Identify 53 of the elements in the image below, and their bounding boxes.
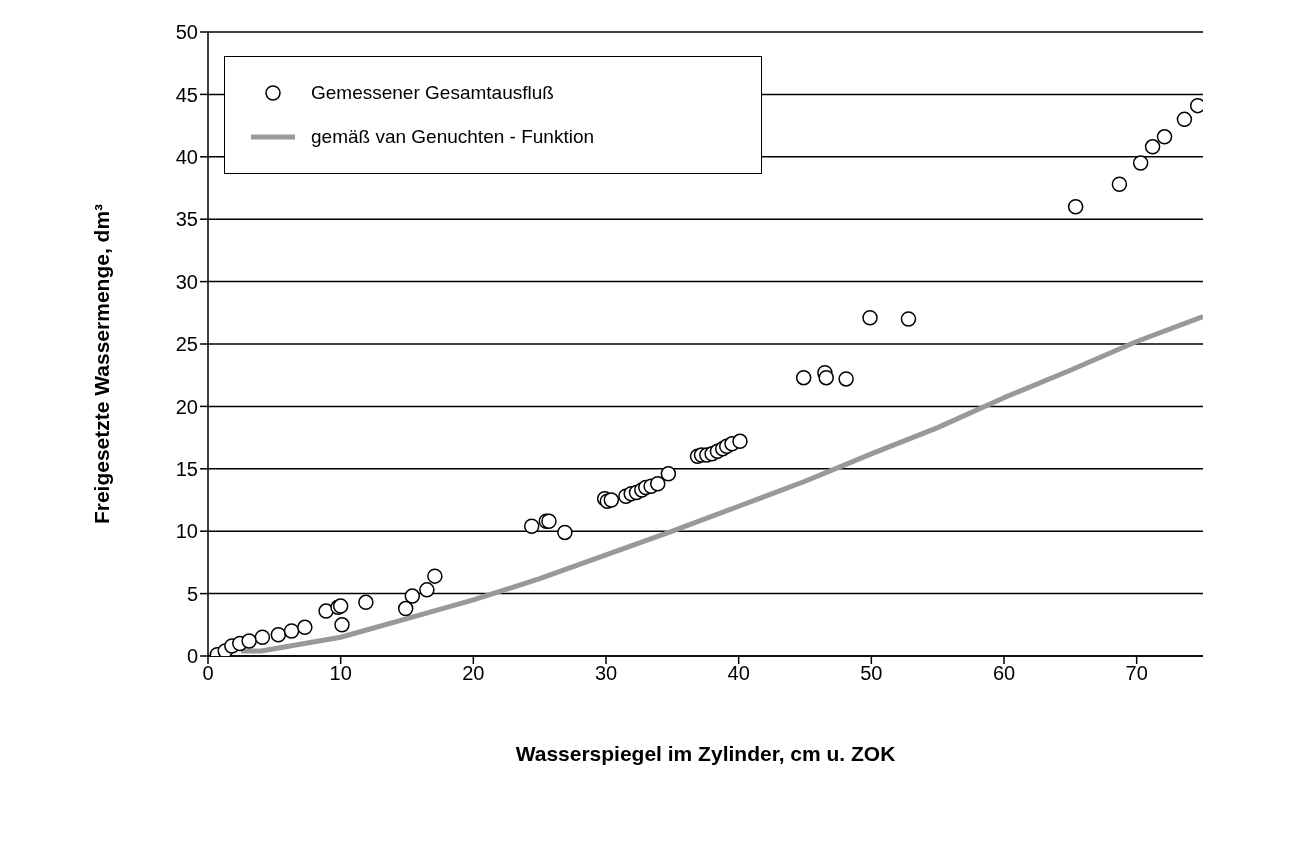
point — [270, 627, 287, 643]
point — [397, 600, 414, 617]
x-tick-label: 0 — [202, 662, 214, 685]
point — [862, 310, 878, 326]
legend-label: gemäß van Genuchten - Funktion — [311, 126, 595, 148]
x-tick-label: 70 — [1125, 662, 1148, 685]
point — [427, 568, 443, 584]
y-tick-label: 10 — [175, 520, 198, 543]
point — [557, 524, 573, 541]
point — [358, 594, 374, 611]
y-tick-label: 45 — [175, 83, 198, 106]
point — [1156, 129, 1173, 145]
point — [1144, 139, 1161, 155]
x-tick-label: 60 — [992, 662, 1016, 685]
x-tick-label: 40 — [727, 662, 750, 685]
y-tick-label: 40 — [175, 145, 198, 168]
y-tick-label: 35 — [175, 208, 198, 231]
y-tick-label: 30 — [175, 270, 198, 293]
point — [318, 603, 334, 619]
y-tick-label: 5 — [186, 582, 198, 605]
y-tick-label: 15 — [175, 457, 198, 480]
point — [297, 619, 313, 636]
x-tick-label: 20 — [462, 662, 485, 685]
point — [241, 633, 257, 649]
point — [900, 311, 917, 327]
y-tick-label: 50 — [175, 21, 198, 44]
point — [603, 492, 620, 508]
point — [419, 582, 435, 598]
y-tick-label: 25 — [175, 333, 198, 356]
x-axis-title: Wasserspiegel im Zylinder, cm u. ZOK — [514, 742, 897, 766]
y-tick-label: 20 — [175, 395, 198, 418]
y-tick-label: 0 — [186, 645, 198, 668]
point — [1189, 97, 1203, 114]
point — [1067, 198, 1084, 215]
point — [732, 433, 748, 450]
y-axis-title: Freigesetzte Wassermenge, dm³ — [90, 203, 114, 525]
point — [649, 476, 666, 492]
point — [795, 369, 812, 386]
legend-label: Gemessener Gesamtausfluß — [311, 82, 554, 104]
point — [523, 518, 540, 534]
x-tick-label: 10 — [329, 662, 352, 685]
point — [818, 369, 834, 386]
point — [254, 629, 271, 646]
point — [334, 617, 350, 633]
point — [1176, 111, 1193, 128]
x-tick-label: 30 — [594, 662, 618, 685]
x-tick-label: 50 — [860, 662, 883, 685]
point — [660, 466, 677, 482]
point — [1132, 155, 1149, 171]
point — [838, 371, 854, 387]
point — [404, 588, 421, 604]
point — [283, 623, 300, 639]
point — [1111, 176, 1128, 193]
